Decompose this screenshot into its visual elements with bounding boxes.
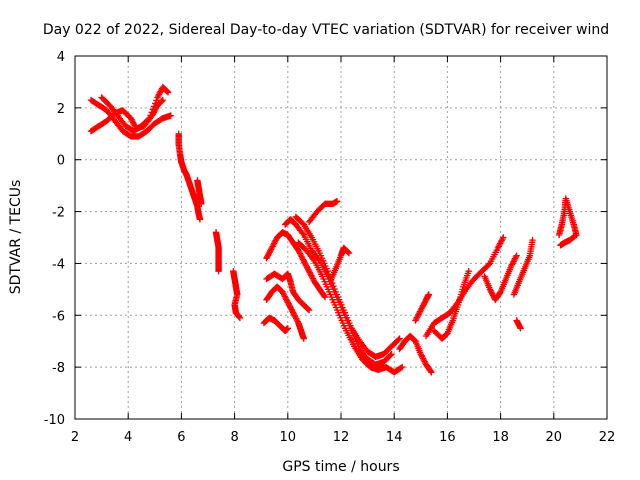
x-tick-label: 2 (71, 430, 79, 445)
y-tick-label: 2 (57, 102, 65, 117)
x-tick-label: 10 (280, 430, 297, 445)
series-arc-t (430, 268, 472, 342)
x-tick-label: 6 (177, 430, 185, 445)
series-arc-d (175, 130, 204, 223)
series-arc-k (260, 314, 291, 334)
series-arc-w (513, 317, 524, 332)
data-point-markers (327, 244, 353, 285)
x-tick-label: 12 (333, 430, 350, 445)
data-points (87, 83, 580, 376)
series-arc-x (555, 195, 580, 249)
x-tick-label: 14 (386, 430, 403, 445)
data-point-markers (555, 195, 580, 249)
data-point-markers (263, 229, 329, 301)
data-point-markers (260, 314, 291, 334)
series-arc-r (412, 291, 432, 324)
data-point-markers (212, 229, 222, 275)
data-point-markers (263, 283, 307, 342)
x-tick-label: 4 (124, 430, 132, 445)
data-point-markers (194, 177, 205, 207)
y-tick-label: -10 (44, 413, 65, 428)
data-point-markers (175, 130, 204, 223)
data-point-markers (98, 83, 172, 135)
data-point-markers (295, 239, 406, 376)
data-point-markers (263, 270, 313, 314)
chart-title: Day 022 of 2022, Sidereal Day-to-day VTE… (43, 22, 609, 38)
y-axis-title: SDTVAR / TECUs (8, 180, 24, 295)
data-point-markers (396, 332, 435, 376)
data-point-markers (430, 268, 472, 342)
data-point-markers (481, 252, 520, 303)
series-arc-n (295, 239, 406, 376)
series-arc-q (396, 332, 435, 376)
x-tick-label: 22 (599, 430, 616, 445)
data-point-markers (513, 317, 524, 332)
x-tick-label: 18 (492, 430, 509, 445)
y-tick-label: -8 (52, 361, 65, 376)
series-arc-m (292, 213, 403, 360)
y-tick-label: -6 (52, 309, 65, 324)
data-point-markers (87, 96, 174, 140)
series-arc-u (481, 252, 520, 303)
x-tick-label: 16 (439, 430, 456, 445)
x-tick-label: 20 (546, 430, 563, 445)
data-point-markers (230, 268, 244, 322)
y-tick-label: 0 (57, 154, 65, 169)
series-arc-g (230, 268, 244, 322)
y-tick-label: -2 (52, 206, 65, 221)
series-arc-p (327, 244, 353, 285)
series-arc-j (263, 283, 307, 342)
x-tick-label: 8 (230, 430, 238, 445)
data-point-markers (412, 291, 432, 324)
data-point-markers (305, 198, 341, 226)
series-arc-c (98, 83, 172, 135)
series-arc-v (510, 236, 536, 298)
y-tick-label: -4 (52, 257, 65, 272)
series-arc-i (263, 229, 329, 301)
series-arc-e (194, 177, 205, 207)
data-point-markers (510, 236, 536, 298)
series-arc-b (87, 96, 174, 140)
data-point-markers (292, 213, 403, 360)
y-tick-label: 4 (57, 50, 65, 65)
series-arc-h (263, 270, 313, 314)
x-axis-title: GPS time / hours (282, 459, 399, 475)
series-arc-o (305, 198, 341, 226)
series-arc-f (212, 229, 222, 275)
